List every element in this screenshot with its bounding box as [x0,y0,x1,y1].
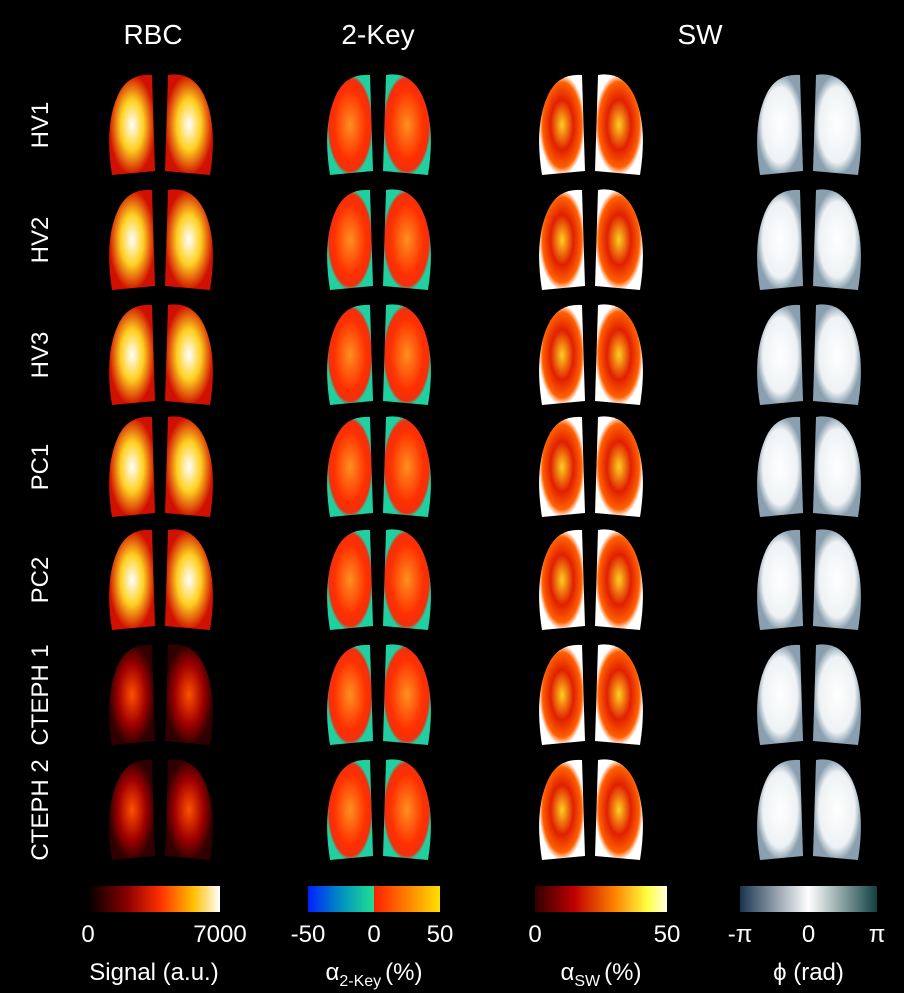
lung-image [757,530,803,630]
title-subscript: SW [574,973,601,990]
colorbar-tick-label: 0 [528,921,541,948]
column-header: SW [677,19,723,50]
lung-image [165,529,213,630]
lung-image [757,417,803,517]
lung-image [327,305,373,405]
lung-image [539,190,585,290]
title-subscript: 2-Key [339,973,381,990]
colorbar-tick-label: 7000 [193,921,246,948]
lung-image [813,416,861,517]
lung-image [383,529,431,630]
lung-image [813,529,861,630]
row-label: PC2 [27,557,54,604]
colorbar-title: α2-Key(%) [326,959,423,990]
lung-image [109,305,155,405]
lung-image [595,304,643,405]
title-symbol: α [326,959,340,986]
lung-image [595,759,643,860]
lung-image [757,190,803,290]
lung-image [595,189,643,290]
colorbar-tick-label: 0 [367,921,380,948]
lung-image [383,304,431,405]
colorbar-tick-label: -50 [291,921,326,948]
lung-image [109,75,155,175]
lung-image [327,645,373,745]
lung-image [757,760,803,860]
colorbar-title: Signal (a.u.) [89,959,218,986]
lung-image [327,530,373,630]
colorbar [535,886,667,912]
colorbar [740,886,877,912]
column-header: RBC [123,19,182,50]
column-header: 2-Key [341,19,414,50]
lung-image [813,644,861,745]
colorbar-tick-label: 0 [81,921,94,948]
lung-image [327,417,373,517]
lung-image [165,644,213,745]
row-label: PC1 [27,444,54,491]
lung-image [595,529,643,630]
colorbar-tick-label: 50 [427,921,454,948]
lung-image [383,74,431,175]
lung-image [327,75,373,175]
lung-image [383,189,431,290]
lung-image [165,189,213,290]
lung-image [813,74,861,175]
lung-image [539,530,585,630]
page: RBC 2-Key SW HV1 HV2 HV3 PC1 PC2 CTEPH 1 CTEPH 2 0… [0,0,904,993]
lung-image [757,305,803,405]
lung-image [595,74,643,175]
lung-image [327,190,373,290]
row-label: CTEPH 2 [27,759,54,860]
title-symbol: α [561,959,575,986]
lung-image [757,645,803,745]
lung-image [109,760,155,860]
colorbar-tick-label: 0 [802,921,815,948]
lung-image [539,75,585,175]
lung-image [109,417,155,517]
colorbar-tick-label: 50 [654,921,681,948]
lung-image [165,416,213,517]
colorbar-title: ϕ (rad) [773,959,844,986]
lung-image [109,190,155,290]
lung-image [165,304,213,405]
lung-image [539,760,585,860]
lung-image [539,645,585,745]
row-label: HV3 [27,332,54,379]
lung-image [109,530,155,630]
lung-image [813,189,861,290]
lung-image [757,75,803,175]
figure: RBC 2-Key SW HV1 HV2 HV3 PC1 PC2 CTEPH 1 CTEPH 2 0… [0,0,904,993]
lung-image [383,759,431,860]
colorbar [88,886,220,912]
colorbar [308,886,440,912]
lung-image [383,644,431,745]
lung-image [539,305,585,405]
row-label: HV2 [27,217,54,264]
lung-image [595,644,643,745]
lung-image [539,417,585,517]
row-label: CTEPH 1 [27,644,54,745]
lung-image [383,416,431,517]
lung-image [109,645,155,745]
row-label: HV1 [27,102,54,149]
colorbar-tick-label: -π [728,921,753,948]
lung-image [165,74,213,175]
lung-image [165,759,213,860]
title-unit: (%) [604,959,641,986]
lung-image [813,304,861,405]
colorbar-tick-label: π [869,921,886,948]
title-unit: (%) [385,959,422,986]
colorbar-title: αSW(%) [561,959,642,990]
lung-image [327,760,373,860]
lung-image [813,759,861,860]
lung-image [595,416,643,517]
